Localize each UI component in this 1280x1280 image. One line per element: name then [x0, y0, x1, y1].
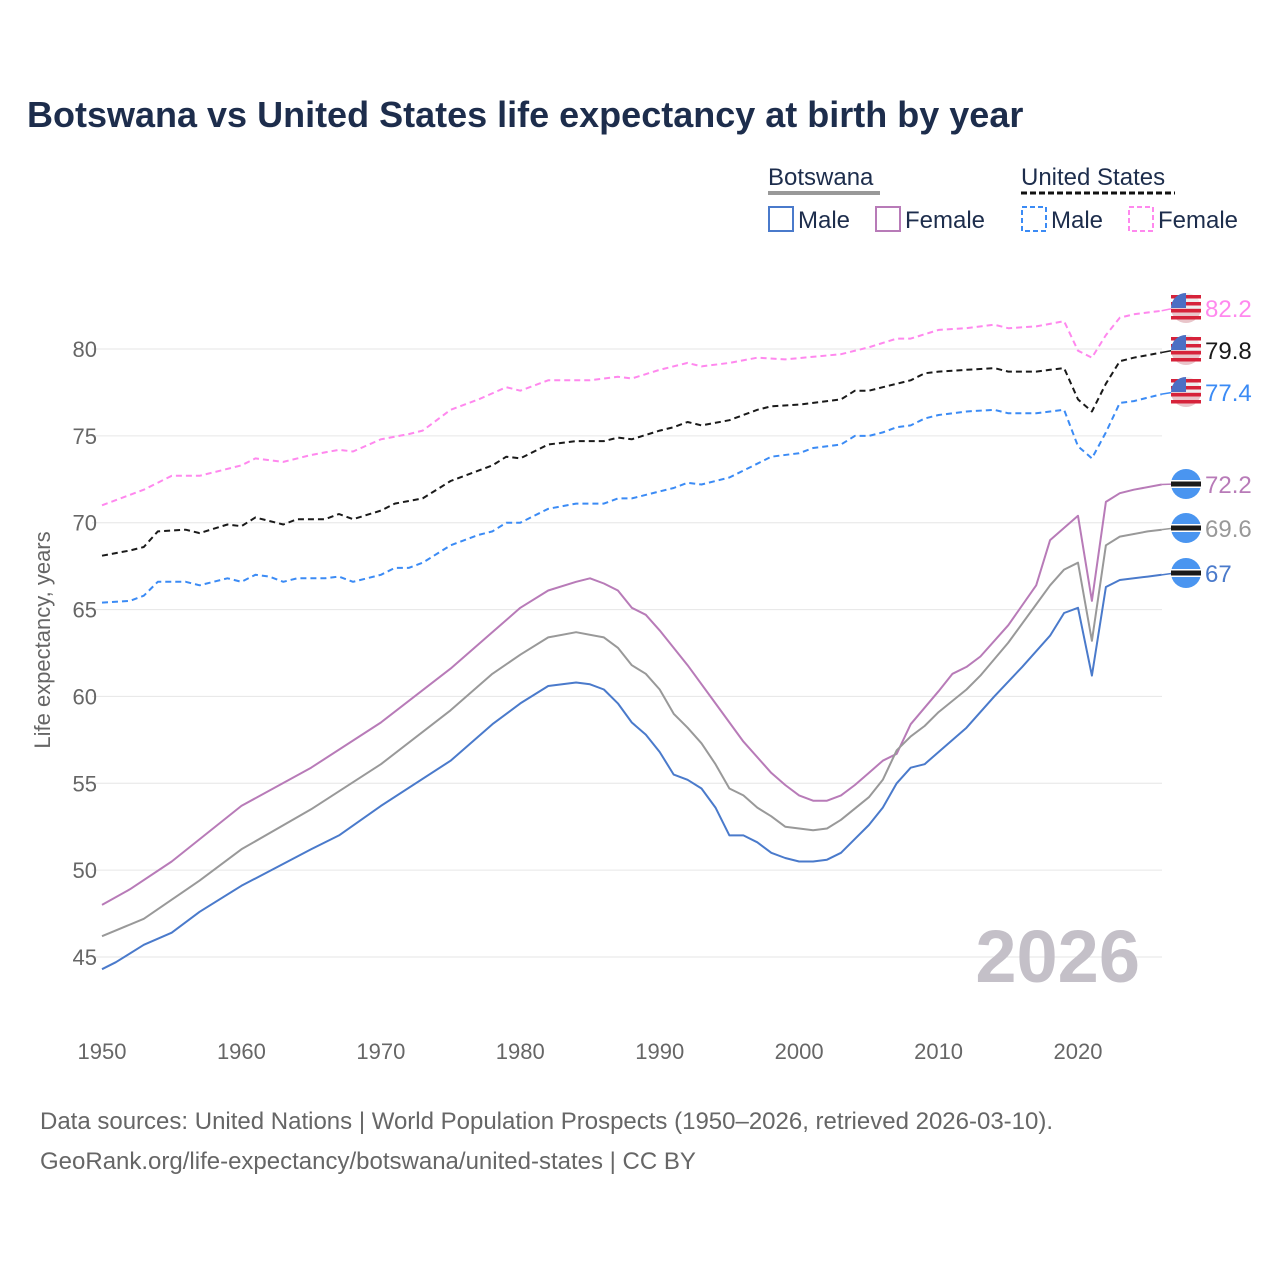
y-tick-label: 70 — [73, 511, 97, 536]
us-flag-stripe — [1171, 351, 1201, 355]
legend-item-label: Female — [905, 207, 985, 234]
us-flag-canton — [1171, 335, 1186, 350]
us-flag-shade — [1171, 350, 1201, 365]
legend-swatch — [768, 206, 794, 232]
y-axis-label: Life expectancy, years — [30, 531, 55, 748]
y-tick-label: 45 — [73, 945, 97, 970]
x-tick-label: 1960 — [217, 1039, 266, 1064]
year-watermark: 2026 — [975, 915, 1140, 998]
end-value-label: 69.6 — [1205, 516, 1252, 543]
end-value-label: 79.8 — [1205, 338, 1252, 365]
us-flag-shade — [1171, 308, 1201, 323]
series-line-united-states-female — [101, 309, 1162, 507]
y-tick-label: 55 — [73, 771, 97, 796]
series-line-botswana-male — [101, 573, 1162, 971]
us-flag-stripe — [1171, 309, 1201, 313]
footer-link[interactable]: GeoRank.org/life-expectancy/botswana/uni… — [40, 1148, 696, 1175]
us-flag-stripe — [1171, 400, 1201, 404]
x-tick-label: 1980 — [496, 1039, 545, 1064]
legend-group-united-states: United States — [1021, 164, 1165, 191]
line-chart: 45 50 55 60 65 70 75 80 1950 1960 1970 1980 1990 2000… — [30, 164, 1252, 1064]
series-line-united-states — [101, 351, 1162, 557]
x-tick-label: 2020 — [1054, 1039, 1103, 1064]
x-tick-label: 1970 — [356, 1039, 405, 1064]
x-tick-label: 1950 — [78, 1039, 127, 1064]
end-value-label: 82.2 — [1205, 296, 1252, 323]
legend-item-label: Male — [798, 207, 850, 234]
us-flag-canton — [1171, 293, 1186, 308]
botswana-flag-black-band — [1171, 570, 1201, 576]
y-tick-label: 75 — [73, 424, 97, 449]
us-flag-canton — [1171, 377, 1186, 392]
y-tick-label: 80 — [73, 337, 97, 362]
x-tick-label: 2010 — [914, 1039, 963, 1064]
series-line-united-states-male — [101, 393, 1162, 604]
series-line-botswana — [101, 528, 1162, 938]
y-tick-label: 65 — [73, 598, 97, 623]
us-flag-shade — [1171, 392, 1201, 407]
chart-title: Botswana vs United States life expectanc… — [27, 94, 1024, 135]
series-line-botswana-female — [101, 483, 1162, 906]
legend-swatch — [875, 206, 901, 232]
y-tick-label: 60 — [73, 684, 97, 709]
us-flag-stripe — [1171, 393, 1201, 397]
legend-item-label: Female — [1158, 207, 1238, 234]
x-tick-label: 2000 — [775, 1039, 824, 1064]
footer-sources: Data sources: United Nations | World Pop… — [40, 1108, 1054, 1135]
botswana-flag-black-band — [1171, 525, 1201, 531]
end-value-label: 67 — [1205, 561, 1232, 588]
legend-swatch — [1021, 206, 1047, 232]
end-value-label: 77.4 — [1205, 380, 1252, 407]
y-tick-label: 50 — [73, 858, 97, 883]
legend-swatch — [1128, 206, 1154, 232]
legend-item-label: Male — [1051, 207, 1103, 234]
legend-group-botswana: Botswana — [768, 164, 874, 191]
botswana-flag-black-band — [1171, 481, 1201, 487]
us-flag-stripe — [1171, 316, 1201, 320]
end-value-label: 72.2 — [1205, 472, 1252, 499]
us-flag-stripe — [1171, 358, 1201, 362]
x-tick-label: 1990 — [635, 1039, 684, 1064]
